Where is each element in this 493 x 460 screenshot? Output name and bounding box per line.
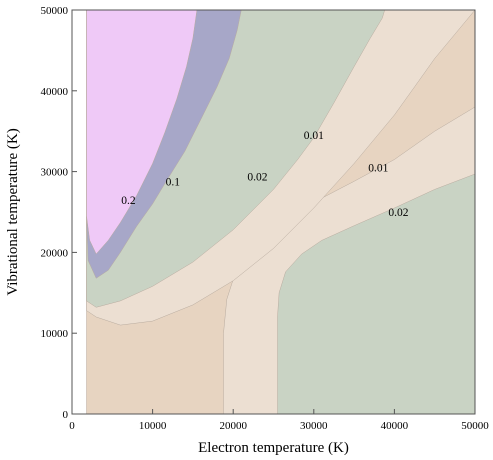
x-tick-label: 40000: [381, 420, 409, 432]
contour-level-label: 0.01: [368, 163, 388, 175]
contour-region: [277, 173, 475, 414]
contour-regions: [86, 10, 475, 414]
contour-level-label: 0.2: [121, 195, 136, 207]
contour-level-label: 0.02: [388, 207, 408, 219]
x-tick-label: 20000: [219, 420, 247, 432]
y-tick-label: 10000: [41, 328, 69, 340]
contour-level-label: 0.02: [247, 171, 267, 183]
contour-level-label: 0.01: [304, 130, 324, 142]
y-tick-label: 0: [63, 409, 69, 421]
x-axis-label: Electron temperature (K): [198, 440, 349, 456]
y-tick-label: 20000: [41, 247, 69, 259]
x-tick-label: 30000: [300, 420, 328, 432]
contour-labels: 0.2 0.1 0.02 0.01 0.01 0.02: [121, 130, 409, 219]
y-tick-label: 30000: [41, 167, 69, 179]
x-tick-label: 10000: [139, 420, 167, 432]
x-tick-label: 50000: [461, 420, 489, 432]
axis-ticks: 0 10000 20000 30000 40000 50000 0 10000 20000 300…: [41, 5, 490, 432]
plot-frame: [71, 9, 476, 415]
contour-level-label: 0.1: [166, 176, 181, 188]
x-tick-label: 0: [69, 420, 75, 432]
y-tick-label: 40000: [41, 86, 69, 98]
y-tick-label: 50000: [41, 5, 69, 17]
contour-region: [86, 10, 198, 255]
y-axis-label: Vibrational temperature (K): [5, 128, 21, 295]
